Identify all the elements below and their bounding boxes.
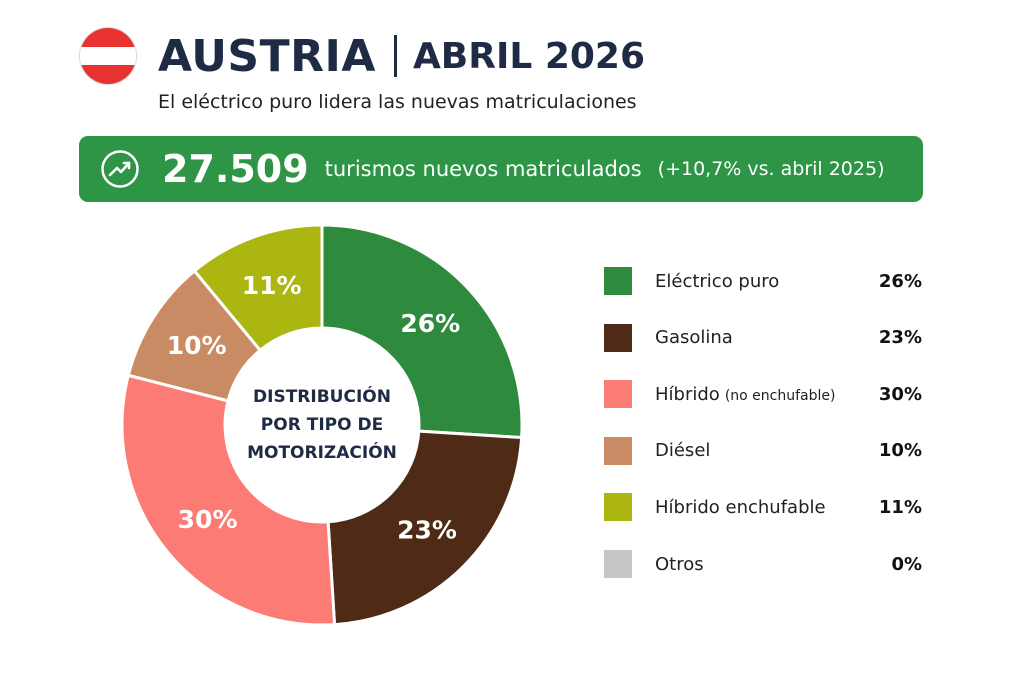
legend-swatch	[604, 267, 632, 295]
slice-label-gasolina: 23%	[397, 516, 457, 545]
legend-swatch	[604, 323, 632, 352]
legend-item-diesel: Diésel 10%	[604, 432, 922, 470]
slice-label-hibrido-enchufable: 11%	[242, 271, 302, 300]
slice-hibrido-no-enchufable	[120, 373, 337, 627]
legend-label: Híbrido (no enchufable)	[655, 383, 836, 405]
slice-label-diesel: 10%	[167, 331, 227, 360]
legend-swatch	[604, 380, 632, 409]
registrations-label: turismos nuevos matriculados	[324, 157, 642, 181]
legend-item-otros: Otros 0%	[604, 545, 922, 583]
legend-item-hibrido-no-enchufable: Híbrido (no enchufable) 30%	[604, 375, 922, 413]
legend-value: 0%	[891, 553, 922, 575]
slice-gasolina	[326, 429, 524, 627]
legend-value: 26%	[878, 270, 922, 292]
title-country: AUSTRIA	[158, 30, 376, 82]
legend-label: Otros	[655, 553, 704, 575]
legend-item-hibrido-enchufable: Híbrido enchufable 11%	[604, 488, 922, 526]
trend-up-icon	[101, 150, 139, 188]
title-period: ABRIL 2026	[412, 35, 646, 77]
flag-band-bottom	[80, 65, 136, 84]
legend-value: 30%	[878, 383, 922, 405]
slice-electrico-puro	[320, 223, 524, 440]
title-separator	[393, 35, 397, 77]
legend-swatch	[604, 493, 632, 522]
legend-label: Gasolina	[655, 327, 733, 349]
legend-item-electrico-puro: Eléctrico puro 26%	[604, 262, 922, 300]
page-title: AUSTRIA ABRIL 2026	[158, 28, 645, 84]
registrations-total: 27.509	[162, 147, 309, 191]
slice-label-electrico-puro: 26%	[400, 309, 460, 338]
page-subtitle: El eléctrico puro lidera las nuevas matr…	[158, 91, 637, 113]
registrations-banner: 27.509 turismos nuevos matriculados (+10…	[79, 136, 923, 202]
legend-label: Diésel	[655, 440, 711, 462]
austria-flag-icon	[79, 27, 137, 85]
flag-band-middle	[80, 46, 136, 66]
center-label-line: DISTRIBUCIÓN	[253, 385, 391, 407]
center-label-line: POR TIPO DE	[261, 415, 383, 435]
legend-value: 10%	[878, 440, 922, 462]
legend-qualifier: (no enchufable)	[724, 387, 836, 404]
legend-swatch	[604, 550, 632, 578]
legend-value: 23%	[878, 327, 922, 349]
legend-value: 11%	[878, 496, 922, 518]
center-label-line: MOTORIZACIÓN	[247, 441, 397, 463]
slice-label-hibrido-no-enchufable: 30%	[178, 505, 238, 534]
legend-item-gasolina: Gasolina 23%	[604, 319, 922, 357]
flag-band-top	[80, 28, 136, 47]
legend-swatch	[604, 436, 632, 465]
legend-label: Híbrido enchufable	[655, 496, 826, 518]
registrations-change: (+10,7% vs. abril 2025)	[657, 158, 885, 180]
slice-hibrido-enchufable	[192, 223, 324, 353]
legend-label: Eléctrico puro	[655, 270, 780, 292]
